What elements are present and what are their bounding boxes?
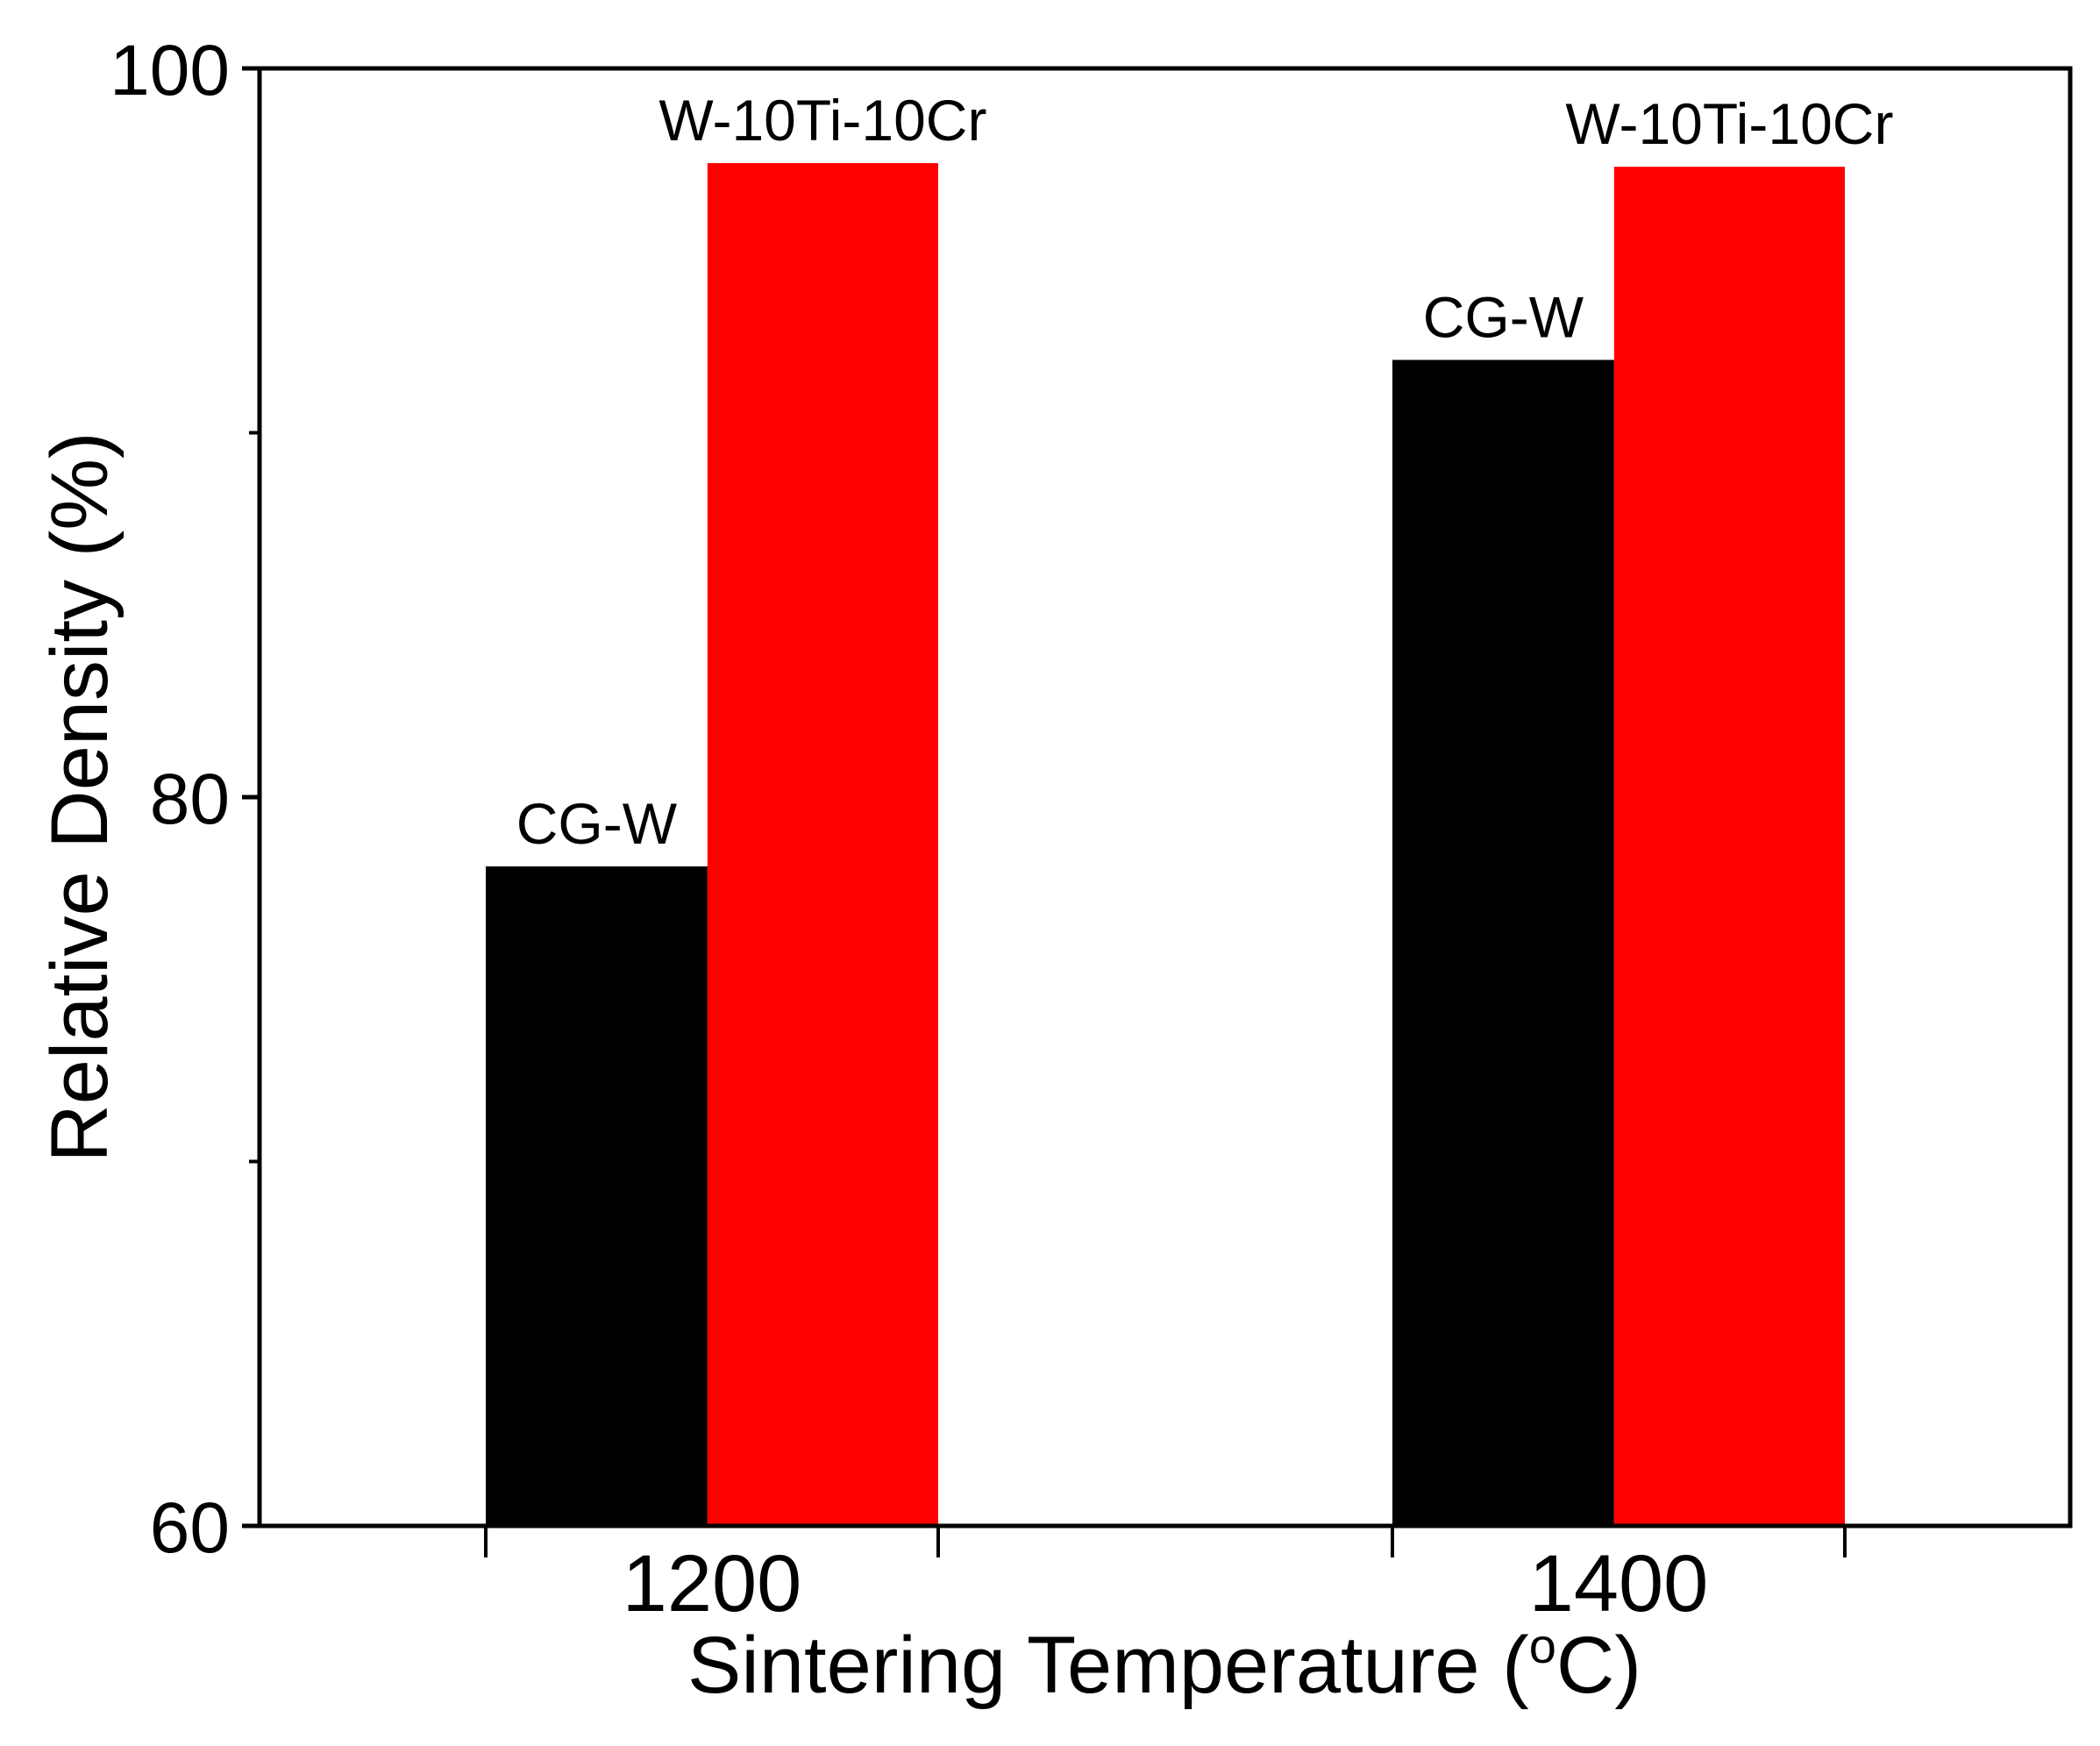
x-axis-title-degree: o (1529, 1618, 1556, 1673)
y-axis-title: Relative Density (%) (35, 431, 125, 1162)
x-axis-title-main: Sintering Temperature ( (687, 1621, 1529, 1710)
bar-label-w-10ti-10cr-1400: W-10Ti-10Cr (1565, 91, 1893, 156)
bar-label-cg-w-1200: CG-W (516, 791, 678, 856)
bar-label-w-10ti-10cr-1200: W-10Ti-10Cr (658, 88, 986, 153)
x-tick-label-1200: 1200 (623, 1539, 802, 1628)
x-axis-title-unit: C) (1556, 1621, 1641, 1710)
bar-label-cg-w-1400: CG-W (1423, 284, 1584, 349)
x-tick-label-1400: 1400 (1529, 1539, 1709, 1628)
bar-cg-w-1400 (1392, 360, 1614, 1526)
x-axis-title: Sintering Temperature (oC) (687, 1618, 1641, 1710)
y-axis-ticks: 60 80 100 (110, 31, 260, 1568)
y-tick-label-100: 100 (110, 31, 230, 110)
bar-cg-w-1200 (486, 866, 708, 1526)
bar-labels-group: CG-W W-10Ti-10Cr CG-W W-10Ti-10Cr (516, 88, 1894, 856)
y-tick-label-80: 80 (150, 759, 230, 839)
x-axis-ticks: 1200 1400 (484, 1526, 1847, 1628)
y-tick-label-60: 60 (150, 1488, 230, 1568)
bars-group (486, 163, 1845, 1526)
bar-w-10ti-10cr-1200 (707, 163, 938, 1526)
bar-w-10ti-10cr-1400 (1613, 167, 1845, 1526)
